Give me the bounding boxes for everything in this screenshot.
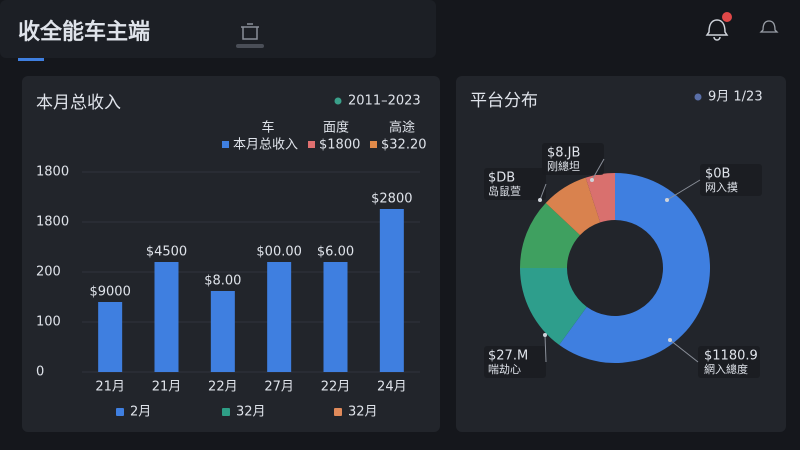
header-bar <box>0 0 436 58</box>
settings-bell-icon[interactable] <box>759 20 779 33</box>
y-tick-label: 100 <box>36 315 61 330</box>
callout-value: $DB <box>488 171 515 186</box>
legend-heading: 车 <box>261 120 274 136</box>
period-dot <box>694 93 702 101</box>
x-tick-label: 22月 <box>321 380 351 395</box>
legend-swatch <box>116 408 124 416</box>
donut-segment <box>559 173 710 363</box>
callout-value: $27.M <box>488 349 528 364</box>
bar <box>379 209 404 372</box>
panel-title: 平台分布 <box>470 91 538 111</box>
callout-box <box>700 164 762 196</box>
legend-label: 32月 <box>348 405 378 420</box>
callout-text: 网入摸 <box>705 181 738 194</box>
period-dot <box>334 97 342 105</box>
bar <box>98 302 123 372</box>
callout-dot <box>590 178 594 182</box>
donut-panel <box>456 76 786 432</box>
callout-box <box>698 346 760 378</box>
notification-badge <box>722 12 732 22</box>
legend-heading: 高途 <box>389 120 415 136</box>
x-tick-label: 27月 <box>264 380 294 395</box>
bar <box>323 262 348 372</box>
bar <box>210 291 235 372</box>
app-title: 收全能车主端 <box>18 19 150 45</box>
callout-text: 喘劫心 <box>488 363 521 376</box>
period-label: 2011–2023 <box>348 94 421 109</box>
legend-swatch <box>308 141 315 148</box>
y-tick-label: 200 <box>36 265 61 280</box>
bar <box>154 262 179 372</box>
period-label: 9月 1/23 <box>708 90 763 105</box>
callout-text: 網入總度 <box>704 362 748 376</box>
legend-swatch <box>334 408 342 416</box>
bar <box>267 262 292 372</box>
title-underline <box>18 58 44 61</box>
callout-text: 岛鼠萱 <box>488 184 521 198</box>
y-tick-label: 1800 <box>36 165 69 180</box>
callout-line <box>539 183 547 201</box>
x-tick-label: 24月 <box>377 380 407 395</box>
callout-value: $0B <box>705 167 730 182</box>
data-label: $2800 <box>371 192 412 207</box>
legend-label: 本月总收入 <box>233 138 298 153</box>
x-tick-label: 21月 <box>95 380 125 395</box>
callout-dot <box>668 338 672 342</box>
callout-text: 刚總坦 <box>547 159 580 173</box>
y-tick-label: 1800 <box>36 215 69 230</box>
legend-heading: 面度 <box>323 120 349 136</box>
callout-box <box>484 168 546 200</box>
data-label: $9000 <box>89 285 130 300</box>
data-label: $6.00 <box>317 245 354 260</box>
callout-line <box>544 334 547 363</box>
callout-box <box>484 346 546 378</box>
legend-label: $32.20 <box>381 138 427 153</box>
callout-box <box>542 143 604 175</box>
icon-shadow <box>236 44 264 48</box>
legend-label: $1800 <box>319 138 360 153</box>
callout-line <box>591 158 605 181</box>
callout-dot <box>665 198 669 202</box>
legend-swatch <box>222 141 229 148</box>
callout-line <box>669 339 699 363</box>
donut-segment <box>585 173 615 223</box>
donut-segment <box>520 268 587 345</box>
bell-icon[interactable] <box>705 19 729 41</box>
y-tick-label: 0 <box>36 365 44 380</box>
legend-label: 2月 <box>130 405 151 420</box>
data-label: $8.00 <box>204 274 241 289</box>
donut-segment <box>545 177 601 236</box>
callout-value: $1180.9 <box>704 349 758 364</box>
legend-swatch <box>370 141 377 148</box>
panel-title: 本月总收入 <box>36 93 121 113</box>
x-tick-label: 22月 <box>208 380 238 395</box>
callout-value: $8.JB <box>547 146 580 161</box>
legend-label: 32月 <box>236 405 266 420</box>
legend-swatch <box>222 408 230 416</box>
data-label: $4500 <box>146 245 187 260</box>
callout-dot <box>543 333 547 337</box>
data-label: $00.00 <box>256 245 302 260</box>
donut-segment <box>520 202 581 268</box>
trash-icon[interactable] <box>241 23 259 40</box>
callout-line <box>666 179 701 201</box>
callout-dot <box>538 198 542 202</box>
x-tick-label: 21月 <box>152 380 182 395</box>
